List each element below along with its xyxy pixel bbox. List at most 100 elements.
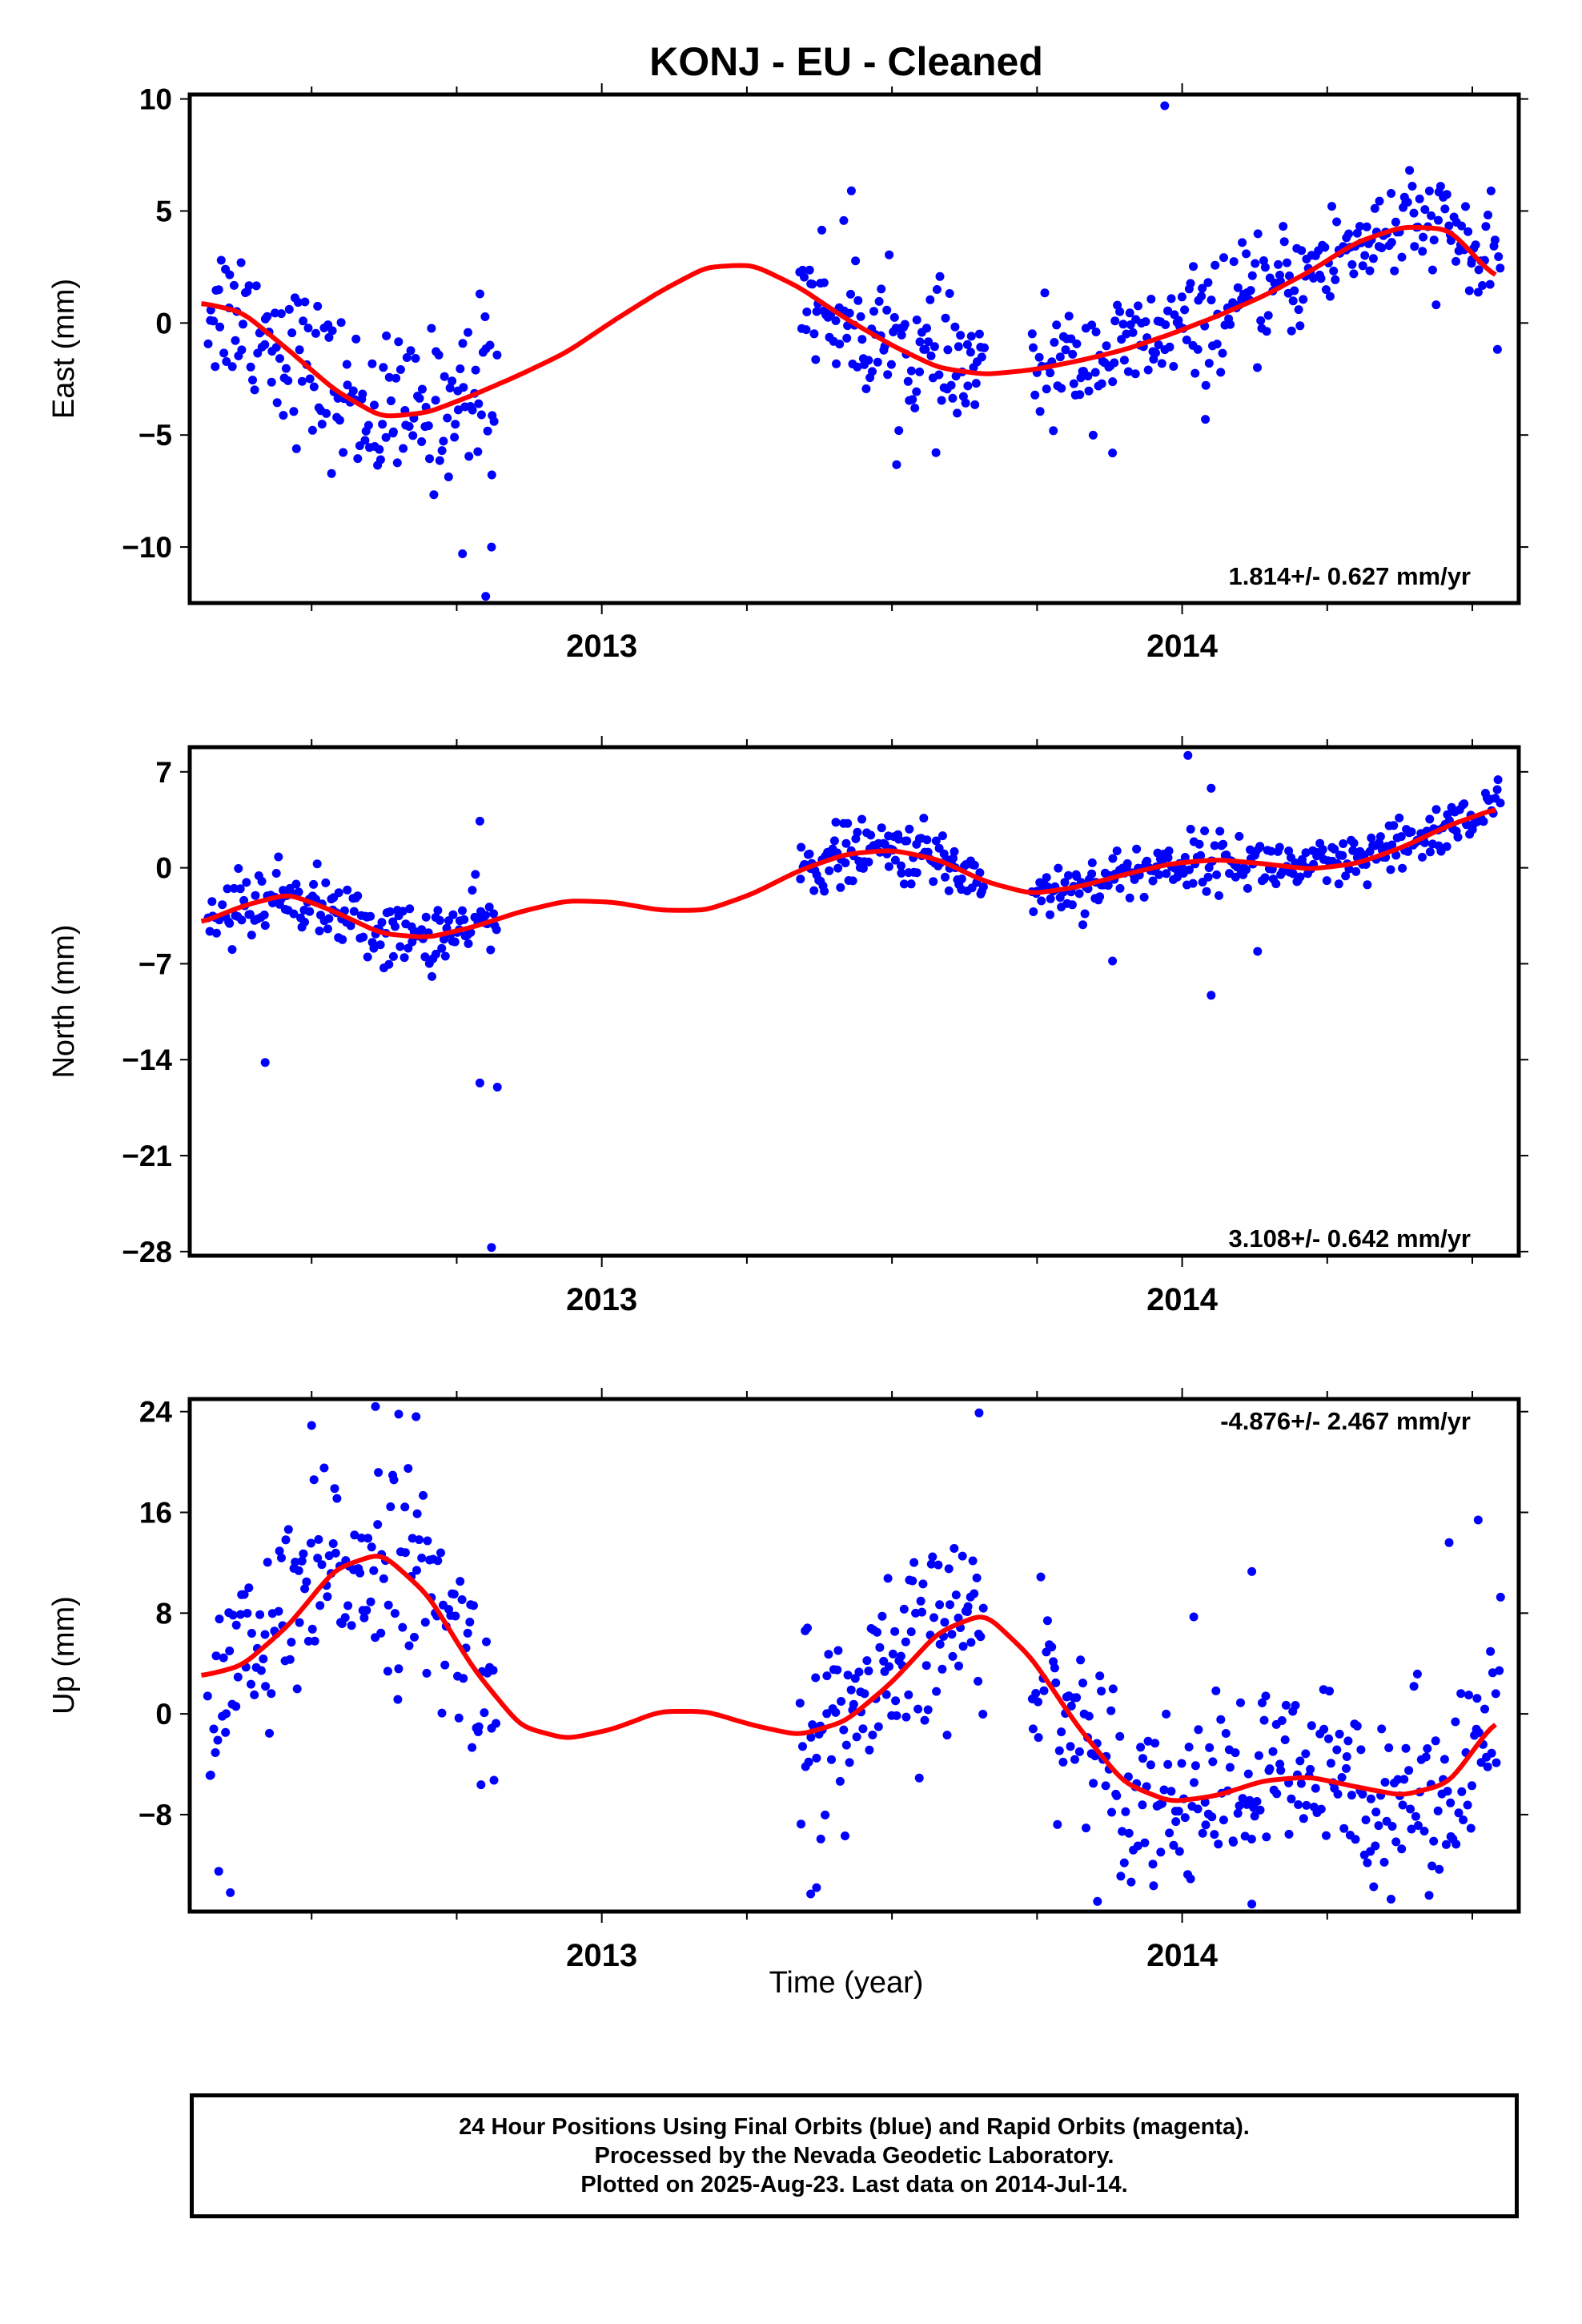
data-point-outlier xyxy=(1183,750,1193,760)
data-point xyxy=(1083,372,1093,381)
data-point xyxy=(962,340,972,349)
data-point xyxy=(295,345,304,355)
data-point xyxy=(892,460,901,469)
data-point xyxy=(1391,1837,1401,1847)
data-point xyxy=(383,1600,393,1610)
data-point xyxy=(306,1538,315,1548)
data-point xyxy=(420,1618,430,1627)
data-point xyxy=(1150,1739,1160,1748)
x-tick-label: 2014 xyxy=(1146,1938,1219,1973)
data-point xyxy=(835,340,845,349)
data-point xyxy=(845,308,854,318)
data-point xyxy=(363,1534,373,1543)
x-axis-label: Time (year) xyxy=(769,1966,924,2000)
data-point xyxy=(468,1743,477,1752)
data-point xyxy=(448,376,457,386)
data-point xyxy=(958,1642,968,1651)
data-point xyxy=(1243,1769,1253,1779)
data-point xyxy=(1143,365,1153,375)
data-point xyxy=(367,1542,376,1552)
data-point xyxy=(1203,278,1213,287)
data-point xyxy=(1169,362,1178,371)
rate-label: 1.814+/- 0.627 mm/yr xyxy=(1229,562,1471,590)
data-point xyxy=(879,1656,889,1666)
data-point xyxy=(1318,845,1327,854)
data-points xyxy=(203,101,1505,601)
data-point xyxy=(1042,384,1051,394)
data-point xyxy=(1474,265,1484,275)
data-point xyxy=(1464,1691,1473,1700)
data-point xyxy=(211,1651,221,1661)
data-point xyxy=(1058,1757,1068,1767)
data-point xyxy=(1203,872,1213,882)
data-point xyxy=(322,408,331,418)
data-point xyxy=(297,1556,307,1566)
data-point xyxy=(1154,870,1164,879)
data-point xyxy=(1329,266,1339,275)
data-point xyxy=(1128,328,1138,337)
data-point xyxy=(1367,833,1376,842)
data-point xyxy=(1051,1678,1061,1687)
data-point xyxy=(906,366,916,376)
data-point xyxy=(1204,863,1214,872)
data-point xyxy=(1139,892,1149,902)
data-point xyxy=(1366,1794,1375,1803)
data-point xyxy=(841,858,850,867)
data-point-outlier xyxy=(1108,956,1118,966)
data-point xyxy=(1440,204,1450,214)
data-point xyxy=(399,444,408,453)
data-point xyxy=(1389,821,1399,830)
data-point xyxy=(1361,1815,1371,1824)
data-point xyxy=(353,891,363,901)
data-point xyxy=(445,384,455,392)
data-point xyxy=(817,225,826,235)
data-point xyxy=(803,1623,812,1633)
data-point xyxy=(1143,1736,1153,1746)
data-point xyxy=(267,377,276,387)
data-point xyxy=(398,907,408,916)
data-point xyxy=(330,1484,339,1494)
data-point xyxy=(1108,854,1118,863)
data-point xyxy=(375,444,384,454)
data-point xyxy=(1163,1759,1173,1769)
data-point xyxy=(1201,380,1211,390)
data-point xyxy=(1260,263,1270,272)
data-point xyxy=(1070,1755,1079,1764)
data-point xyxy=(1265,1764,1275,1774)
data-point xyxy=(864,1667,873,1675)
panel-2: 7 0 −7 −14 −21 −28 2013 2014 North (mm) 3.108+/- … xyxy=(47,736,1528,1317)
data-point xyxy=(1431,300,1441,310)
data-point xyxy=(1262,327,1271,336)
data-point xyxy=(1397,252,1407,262)
data-point xyxy=(347,1621,356,1630)
y-tick-label: 7 xyxy=(155,756,172,789)
data-point xyxy=(1342,1763,1351,1773)
data-point xyxy=(1190,1778,1199,1787)
data-point xyxy=(480,1708,489,1718)
data-point xyxy=(1301,1749,1311,1759)
data-point xyxy=(307,1624,317,1634)
data-point xyxy=(389,1475,399,1485)
data-point xyxy=(1198,283,1207,293)
data-point xyxy=(287,1638,296,1647)
data-point xyxy=(1177,1759,1186,1768)
data-point xyxy=(205,927,215,936)
data-point xyxy=(237,345,247,355)
data-point xyxy=(978,1710,988,1719)
data-point xyxy=(271,308,279,318)
data-point-outlier xyxy=(812,1883,821,1892)
data-point xyxy=(854,1667,864,1677)
data-point xyxy=(363,420,373,430)
plot-frame xyxy=(187,92,1521,605)
data-point xyxy=(225,919,235,928)
data-point xyxy=(1125,308,1134,318)
data-point xyxy=(1029,907,1038,916)
data-point xyxy=(476,410,486,420)
data-point xyxy=(251,891,260,900)
data-point xyxy=(468,886,477,895)
data-point xyxy=(351,334,361,344)
data-point xyxy=(975,868,985,878)
data-point xyxy=(255,1610,265,1619)
y-tick-label: 5 xyxy=(155,195,172,227)
data-point xyxy=(349,907,359,916)
